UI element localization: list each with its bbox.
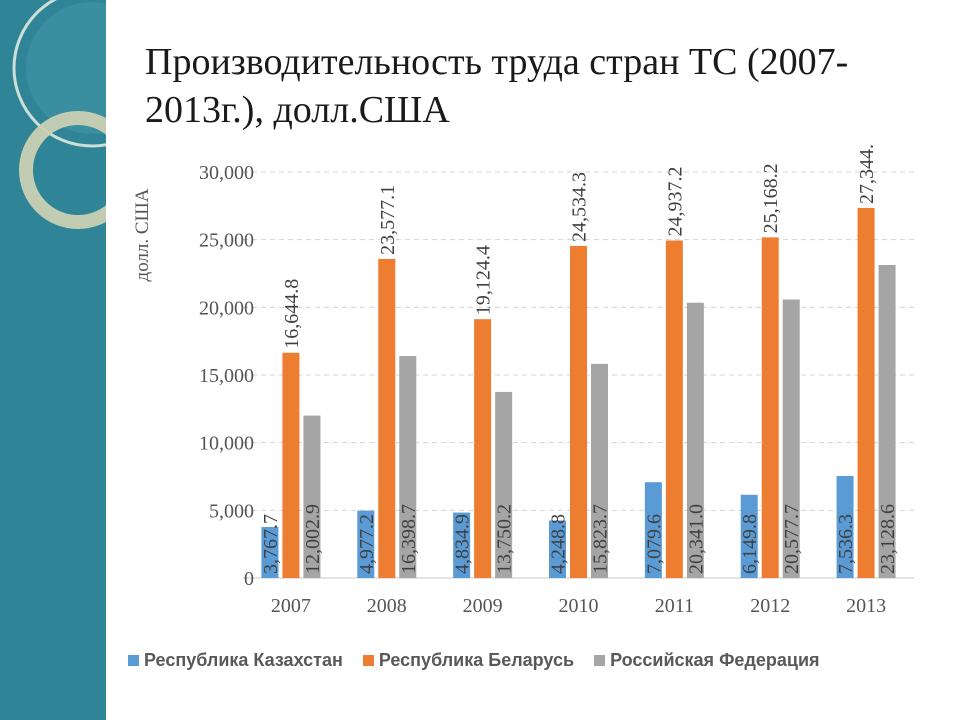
y-tick-label: 20,000 [199,297,254,319]
x-tick-label: 2013 [846,595,886,617]
data-label: 27,344.3 [856,145,878,204]
bar [740,494,758,578]
data-label: 16,398.7 [398,504,420,574]
bar [644,482,662,578]
bar [591,363,608,578]
y-axis-label: долл. США [132,188,153,281]
data-label: 24,937.2 [664,167,686,237]
data-label: 23,128.6 [877,504,899,574]
bar [836,476,854,578]
decorative-rings [12,0,106,229]
data-label: 4,977.2 [356,514,378,574]
legend-label: Российская Федерация [610,649,820,670]
sidebar-decoration [0,0,106,720]
legend-label: Республика Беларусь [378,649,575,670]
legend-item: Республика Казахстан [128,650,343,671]
x-tick-label: 2008 [367,595,407,617]
data-label: 25,168.2 [760,163,782,233]
data-label: 23,577.1 [377,185,399,255]
bar [399,356,417,578]
chart-gridlines [243,171,914,579]
y-tick-label: 10,000 [199,433,254,455]
bar [453,512,471,578]
bar [303,415,321,578]
y-tick-label: 15,000 [199,365,254,387]
data-label: 3,767.7 [260,514,282,574]
bar [857,207,875,578]
chart-legend: Республика Казахстан Республика Беларусь Р… [128,648,840,672]
y-tick-label: 5,000 [209,500,254,522]
data-label: 12,002.9 [302,504,324,574]
legend-item: Российская Федерация [594,649,820,671]
data-label: 19,124.4 [473,245,495,315]
bar [570,245,587,578]
bar [495,391,513,578]
data-label: 24,534.3 [569,172,591,242]
data-label: 7,079.6 [643,514,665,574]
data-label: 4,834.9 [452,514,474,574]
bar [282,352,300,578]
legend-swatch [128,654,139,666]
bar [686,302,704,578]
bar [782,299,800,578]
legend-label: Республика Казахстан [144,649,343,670]
x-axis-ticks: 2007 2008 2009 2010 2011 2012 2013 [271,595,886,617]
data-label: 6,149.8 [739,514,761,574]
bar [665,240,683,578]
y-tick-label: 30,000 [199,162,254,184]
x-tick-label: 2009 [463,595,503,617]
bar [878,264,896,578]
x-tick-label: 2010 [559,595,599,617]
x-tick-label: 2011 [655,595,694,617]
bar [261,527,279,578]
data-label: 20,341.0 [685,504,707,574]
bar [378,258,396,578]
bar-chart: 0 5,000 10,000 15,000 20,000 25,000 30,000 дол… [132,145,914,617]
bar [549,520,566,578]
x-tick-label: 2012 [750,595,790,617]
data-label: 7,536.3 [835,514,857,574]
data-label: 16,644.8 [281,279,303,349]
legend-swatch [594,654,606,666]
data-label: 4,248.8 [548,514,570,574]
data-label: 20,577.7 [781,504,803,574]
legend-item: Республика Беларусь [362,649,575,671]
data-label: 15,823.7 [590,504,612,574]
legend-swatch [362,654,374,666]
y-tick-label: 0 [244,568,254,590]
data-labels: 3,767.7 16,644.8 12,002.9 4,977.2 23,577.1 16… [260,145,899,574]
slide-title: Производительность труда стран ТС (2007-… [145,41,849,131]
bar [474,319,492,578]
y-axis-ticks: 0 5,000 10,000 15,000 20,000 25,000 30,000 [199,162,254,590]
bar [761,237,779,578]
x-tick-label: 2007 [271,595,311,617]
chart-bars [261,207,896,578]
bar [357,510,375,578]
y-tick-label: 25,000 [199,230,254,252]
data-label: 13,750.2 [494,504,516,574]
